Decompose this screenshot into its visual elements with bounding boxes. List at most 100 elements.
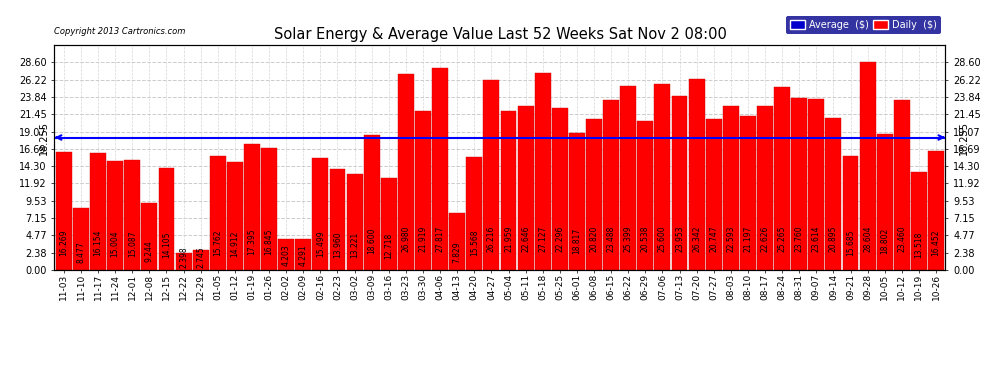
- Bar: [278, 240, 294, 270]
- Bar: [313, 158, 329, 270]
- Bar: [210, 156, 226, 270]
- Text: 23.460: 23.460: [897, 225, 906, 252]
- Bar: [227, 162, 243, 270]
- Text: Copyright 2013 Cartronics.com: Copyright 2013 Cartronics.com: [54, 27, 186, 36]
- Text: 25.265: 25.265: [777, 225, 787, 252]
- Bar: [928, 151, 944, 270]
- Text: 22.626: 22.626: [760, 225, 769, 252]
- Bar: [125, 160, 141, 270]
- Text: 22.646: 22.646: [521, 225, 530, 252]
- Legend: Average  ($), Daily  ($): Average ($), Daily ($): [786, 16, 940, 34]
- Bar: [261, 148, 277, 270]
- Bar: [877, 134, 893, 270]
- Bar: [415, 111, 431, 270]
- Bar: [894, 100, 910, 270]
- Bar: [381, 178, 397, 270]
- Bar: [586, 119, 602, 270]
- Text: 21.959: 21.959: [504, 225, 513, 252]
- Text: 22.593: 22.593: [727, 225, 736, 252]
- Text: 28.604: 28.604: [863, 225, 872, 252]
- Text: 20.895: 20.895: [829, 225, 838, 252]
- Text: 23.614: 23.614: [812, 225, 821, 252]
- Bar: [774, 87, 790, 270]
- Text: 22.296: 22.296: [555, 225, 564, 252]
- Text: 27.817: 27.817: [436, 225, 445, 252]
- Bar: [535, 73, 550, 270]
- Text: 16.269: 16.269: [59, 230, 68, 256]
- Text: 2.398: 2.398: [179, 246, 188, 268]
- Text: 9.244: 9.244: [145, 240, 153, 262]
- Text: 18.802: 18.802: [880, 227, 889, 254]
- Text: 20.538: 20.538: [641, 226, 649, 252]
- Text: 16.452: 16.452: [932, 229, 940, 256]
- Bar: [142, 203, 157, 270]
- Bar: [175, 253, 191, 270]
- Title: Solar Energy & Average Value Last 52 Weeks Sat Nov 2 08:00: Solar Energy & Average Value Last 52 Wee…: [273, 27, 727, 42]
- Text: 25.600: 25.600: [658, 225, 667, 252]
- Text: 15.499: 15.499: [316, 230, 325, 256]
- Text: 13.960: 13.960: [333, 231, 342, 258]
- Bar: [621, 86, 637, 270]
- Text: 4.203: 4.203: [282, 244, 291, 266]
- Text: 27.127: 27.127: [539, 225, 547, 252]
- Bar: [433, 68, 448, 270]
- Bar: [706, 119, 722, 270]
- Bar: [90, 153, 106, 270]
- Text: 26.342: 26.342: [692, 225, 701, 252]
- Text: 18.817: 18.817: [572, 227, 581, 254]
- Text: 20.820: 20.820: [589, 225, 599, 252]
- Bar: [295, 239, 311, 270]
- Bar: [330, 169, 346, 270]
- Text: 21.919: 21.919: [419, 225, 428, 252]
- Bar: [689, 79, 705, 270]
- Text: 15.004: 15.004: [111, 230, 120, 257]
- Bar: [757, 106, 773, 270]
- Bar: [654, 84, 670, 270]
- Bar: [740, 116, 756, 270]
- Text: 8.477: 8.477: [76, 241, 85, 262]
- Bar: [193, 250, 209, 270]
- Text: 18.255: 18.255: [40, 120, 50, 154]
- Bar: [55, 152, 72, 270]
- Bar: [911, 172, 927, 270]
- Text: 25.399: 25.399: [624, 225, 633, 252]
- Text: 23.488: 23.488: [607, 225, 616, 252]
- Text: 13.221: 13.221: [350, 232, 359, 258]
- Text: 17.395: 17.395: [248, 228, 256, 255]
- Text: 18.600: 18.600: [367, 227, 376, 254]
- Text: 15.762: 15.762: [213, 230, 223, 256]
- Text: 12.718: 12.718: [384, 232, 393, 259]
- Bar: [107, 161, 123, 270]
- Text: 4.291: 4.291: [299, 244, 308, 266]
- Bar: [809, 99, 825, 270]
- Bar: [346, 174, 362, 270]
- Bar: [842, 156, 858, 270]
- Bar: [73, 209, 89, 270]
- Text: 26.216: 26.216: [487, 225, 496, 252]
- Text: 2.745: 2.745: [196, 246, 205, 268]
- Text: 15.087: 15.087: [128, 230, 137, 257]
- Bar: [671, 96, 687, 270]
- Text: 7.829: 7.829: [452, 242, 461, 263]
- Bar: [723, 106, 739, 270]
- Bar: [638, 121, 653, 270]
- Text: 15.685: 15.685: [846, 230, 855, 256]
- Text: 21.197: 21.197: [743, 225, 752, 252]
- Bar: [398, 74, 414, 270]
- Text: 15.568: 15.568: [470, 230, 479, 256]
- Bar: [449, 213, 465, 270]
- Bar: [363, 135, 379, 270]
- Bar: [859, 62, 875, 270]
- Bar: [826, 118, 842, 270]
- Text: 16.845: 16.845: [264, 229, 273, 255]
- Bar: [466, 157, 482, 270]
- Bar: [518, 106, 534, 270]
- Bar: [158, 168, 174, 270]
- Text: 13.518: 13.518: [915, 232, 924, 258]
- Text: 26.980: 26.980: [401, 225, 411, 252]
- Text: 20.747: 20.747: [709, 225, 718, 252]
- Text: 16.154: 16.154: [94, 230, 103, 256]
- Bar: [244, 144, 260, 270]
- Bar: [569, 134, 585, 270]
- Text: 23.760: 23.760: [795, 225, 804, 252]
